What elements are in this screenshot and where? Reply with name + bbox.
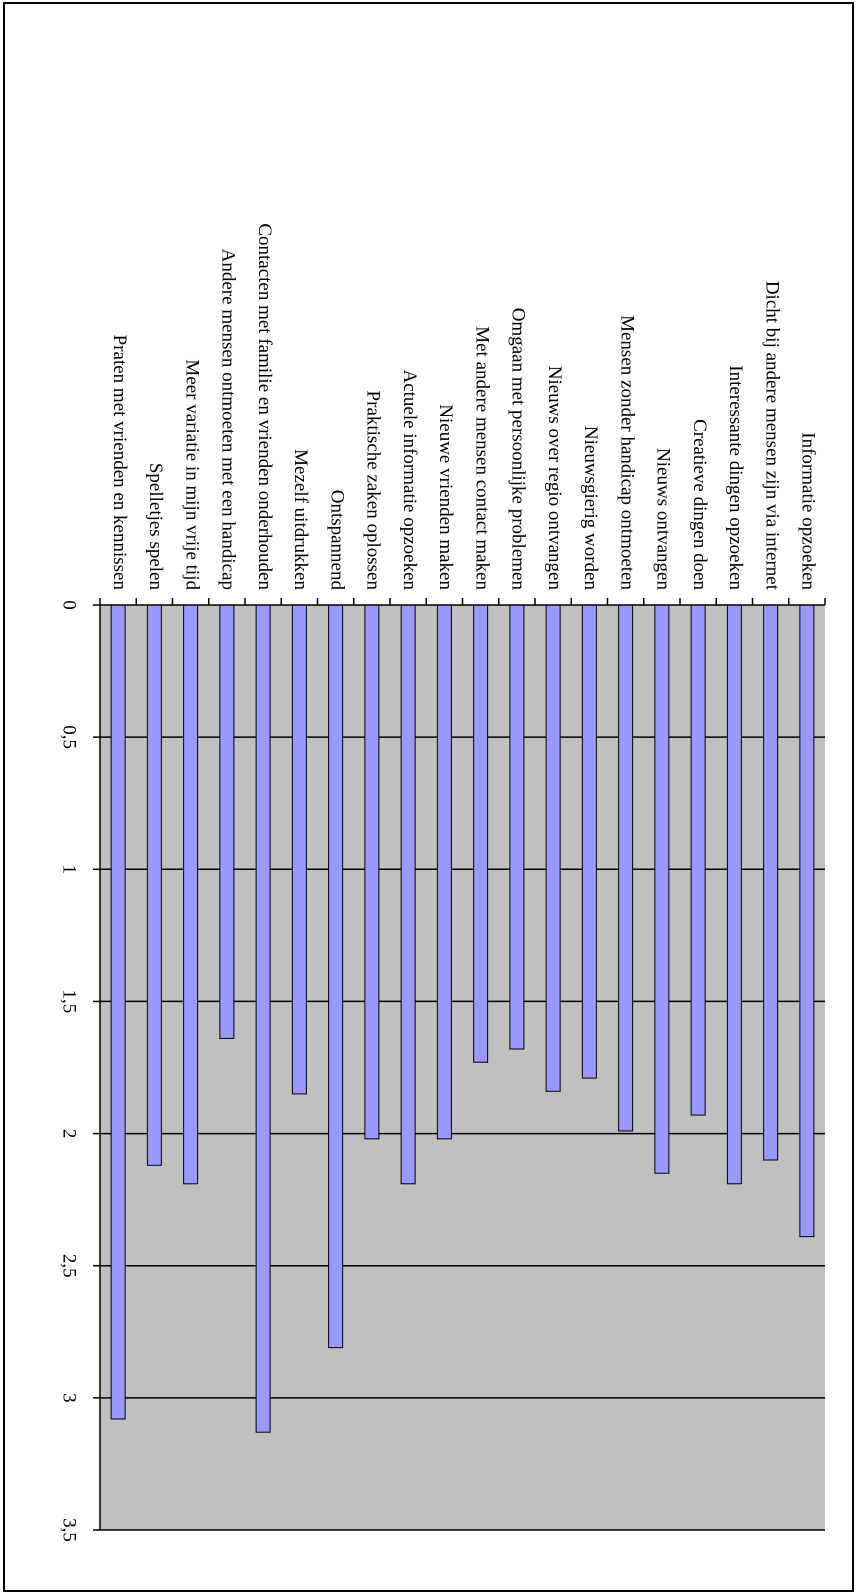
x-tick-label: Informatie opzoeken xyxy=(798,432,819,590)
x-tick-label: Mezelf uitdrukken xyxy=(290,449,311,590)
bar xyxy=(654,604,670,1174)
bar xyxy=(436,604,452,1140)
y-tick-label: 3,5 xyxy=(59,1518,80,1542)
bar xyxy=(509,604,525,1050)
y-tick-label: 2 xyxy=(59,1129,80,1139)
chart-border xyxy=(3,2,854,1592)
x-tick-label: Nieuws ontvangen xyxy=(653,448,674,590)
x-tick-label: Nieuwsgierig worden xyxy=(580,426,601,591)
x-tick-label: Andere mensen ontmoeten met een handicap xyxy=(218,249,239,590)
bar xyxy=(618,604,634,1132)
x-tick-label: Nieuws over regio ontvangen xyxy=(544,366,565,591)
x-tick-label: Omgaan met persoonlijke problemen xyxy=(508,308,529,591)
bar xyxy=(581,604,597,1079)
bar xyxy=(183,604,199,1185)
x-tick-label: Met andere mensen contact maken xyxy=(471,326,492,590)
y-tick-label: 2,5 xyxy=(59,1254,80,1278)
bar xyxy=(328,604,344,1349)
bar xyxy=(690,604,706,1116)
x-tick-label: Actuele informatie opzoeken xyxy=(399,369,420,590)
bar xyxy=(545,604,561,1092)
bar xyxy=(291,604,307,1095)
bar xyxy=(726,604,742,1185)
x-tick-label: Interessante dingen opzoeken xyxy=(725,365,746,590)
bar xyxy=(364,604,380,1140)
x-tick-label: Praten met vrienden en kennissen xyxy=(109,335,130,591)
x-tick-label: Mensen zonder handicap ontmoeten xyxy=(616,315,637,590)
x-tick-label: Praktische zaken oplossen xyxy=(363,391,384,591)
bar xyxy=(763,604,779,1161)
bar xyxy=(255,604,271,1433)
bar xyxy=(219,604,235,1039)
x-tick-label: Creatieve dingen doen xyxy=(689,419,710,590)
y-tick-label: 1 xyxy=(59,865,80,875)
bar xyxy=(146,604,162,1166)
x-tick-label: Ontspannend xyxy=(326,490,347,591)
plot-area xyxy=(100,605,825,1530)
bar xyxy=(799,604,815,1238)
y-tick-label: 0 xyxy=(59,600,80,610)
x-tick-label: Nieuwe vrienden maken xyxy=(435,404,456,590)
bar xyxy=(110,604,126,1420)
bar xyxy=(473,604,489,1063)
y-tick-label: 3 xyxy=(59,1393,80,1403)
y-tick-label: 1,5 xyxy=(59,990,80,1014)
y-tick-label: 0,5 xyxy=(59,725,80,749)
bar xyxy=(400,604,416,1185)
x-tick-label: Meer variatie in mijn vrije tijd xyxy=(181,359,202,590)
x-tick-label: Spelletjes spelen xyxy=(145,463,166,591)
x-tick-label: Dicht bij andere mensen zijn via interne… xyxy=(761,281,782,591)
x-tick-label: Contacten met familie en vrienden onderh… xyxy=(254,223,275,590)
